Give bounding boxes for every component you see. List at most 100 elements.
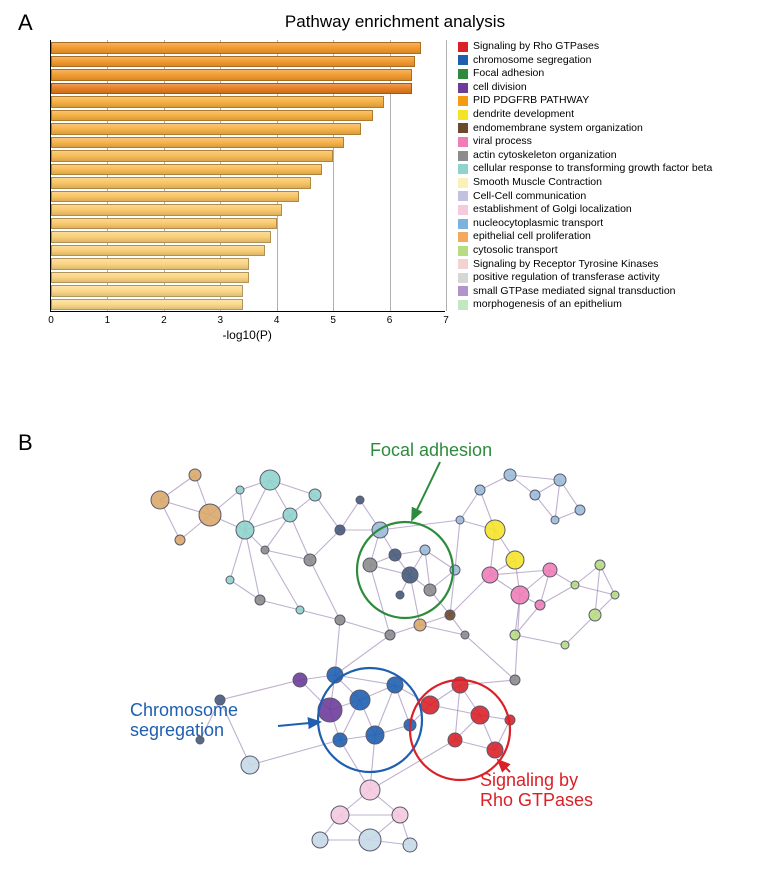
bar <box>51 177 311 189</box>
legend-item: Signaling by Rho GTPases <box>458 40 738 54</box>
network-node <box>511 586 529 604</box>
network-node <box>389 549 401 561</box>
network-node <box>335 525 345 535</box>
bar <box>51 150 333 162</box>
legend-swatch <box>458 246 468 256</box>
network-node <box>175 535 185 545</box>
legend-item: cellular response to transforming growth… <box>458 162 738 176</box>
legend-item: viral process <box>458 135 738 149</box>
legend-text: small GTPase mediated signal transductio… <box>473 285 676 299</box>
network-node <box>312 832 328 848</box>
network-edge <box>455 520 460 570</box>
network-node <box>510 630 520 640</box>
network-node <box>199 504 221 526</box>
highlight-arrow-chrom <box>278 722 320 726</box>
highlight-arrow-focal <box>412 462 440 520</box>
network-node <box>360 780 380 800</box>
network-node <box>450 565 460 575</box>
network-node <box>504 469 516 481</box>
network-node <box>236 486 244 494</box>
legend-text: establishment of Golgi localization <box>473 203 632 217</box>
network-node <box>445 610 455 620</box>
network-node <box>543 563 557 577</box>
legend-text: endomembrane system organization <box>473 122 643 136</box>
legend-item: actin cytoskeleton organization <box>458 149 738 163</box>
network-node <box>535 600 545 610</box>
network-node <box>475 485 485 495</box>
network-edge <box>310 560 340 620</box>
legend-text: cellular response to transforming growth… <box>473 162 712 176</box>
legend-text: PID PDGFRB PATHWAY <box>473 94 589 108</box>
legend-swatch <box>458 259 468 269</box>
bar <box>51 191 299 203</box>
legend-text: epithelial cell proliferation <box>473 230 591 244</box>
legend-swatch <box>458 55 468 65</box>
network-edge <box>340 620 390 635</box>
network-edge <box>220 680 300 700</box>
network-node <box>226 576 234 584</box>
network-node <box>356 496 364 504</box>
legend-item: Smooth Muscle Contraction <box>458 176 738 190</box>
network-node <box>293 673 307 687</box>
bar <box>51 258 249 270</box>
bar-chart: 01234567 <box>50 40 445 312</box>
network-edge <box>265 550 310 560</box>
network-node <box>414 619 426 631</box>
legend-text: cell division <box>473 81 527 95</box>
network-node <box>309 489 321 501</box>
network-node <box>506 551 524 569</box>
network-edge <box>510 475 560 480</box>
network-node <box>387 677 403 693</box>
network-node <box>255 595 265 605</box>
legend-text: viral process <box>473 135 532 149</box>
bar <box>51 164 322 176</box>
legend-text: morphogenesis of an epithelium <box>473 298 622 312</box>
legend-text: Focal adhesion <box>473 67 544 81</box>
bar <box>51 245 265 257</box>
network-node <box>304 554 316 566</box>
legend-swatch <box>458 273 468 283</box>
network-node <box>530 490 540 500</box>
x-tick-label: 0 <box>48 315 54 326</box>
legend-swatch <box>458 178 468 188</box>
legend-text: Signaling by Rho GTPases <box>473 40 599 54</box>
network-node <box>189 469 201 481</box>
legend-swatch <box>458 110 468 120</box>
x-tick-label: 2 <box>161 315 167 326</box>
legend-swatch <box>458 69 468 79</box>
x-tick-label: 7 <box>443 315 449 326</box>
network-node <box>283 508 297 522</box>
panel-a: Pathway enrichment analysis 01234567 -lo… <box>50 12 740 362</box>
network-node <box>359 829 381 851</box>
network-node <box>151 491 169 509</box>
x-tick-label: 3 <box>218 315 224 326</box>
network-edge <box>300 610 340 620</box>
legend-swatch <box>458 300 468 310</box>
legend-swatch <box>458 137 468 147</box>
legend-swatch <box>458 232 468 242</box>
network-node <box>424 584 436 596</box>
network-node <box>261 546 269 554</box>
network-node <box>335 615 345 625</box>
legend-text: dendrite development <box>473 108 574 122</box>
legend: Signaling by Rho GTPaseschromosome segre… <box>458 40 738 312</box>
legend-item: nucleocytoplasmic transport <box>458 217 738 231</box>
x-tick-label: 4 <box>274 315 280 326</box>
network-diagram <box>60 420 710 880</box>
highlight-label-chrom: Chromosomesegregation <box>130 700 238 740</box>
network-node <box>487 742 503 758</box>
x-tick-label: 1 <box>105 315 111 326</box>
bar <box>51 123 361 135</box>
network-node <box>461 631 469 639</box>
legend-swatch <box>458 42 468 52</box>
legend-text: cytosolic transport <box>473 244 558 258</box>
network-node <box>350 690 370 710</box>
bar <box>51 56 415 68</box>
network-node <box>260 470 280 490</box>
network-node <box>236 521 254 539</box>
network-node <box>241 756 259 774</box>
x-tick-label: 6 <box>387 315 393 326</box>
legend-item: dendrite development <box>458 108 738 122</box>
network-edge <box>465 635 515 680</box>
network-node <box>448 733 462 747</box>
